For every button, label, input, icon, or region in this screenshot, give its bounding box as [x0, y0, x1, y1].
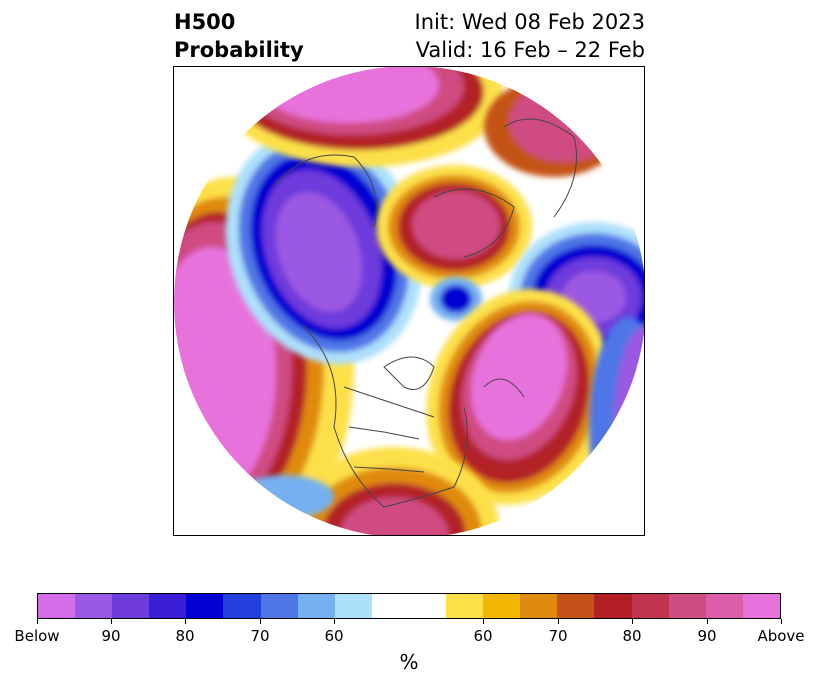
colorbar-tick [260, 619, 261, 624]
colorbar-tick-label: Above [757, 627, 805, 645]
anomaly-map [174, 67, 644, 535]
colorbar-swatch [594, 594, 632, 618]
colorbar-swatch [631, 594, 669, 618]
colorbar-swatch [186, 594, 224, 618]
colorbar [37, 593, 781, 619]
colorbar-swatch [75, 594, 113, 618]
colorbar-tick-label: 60 [324, 627, 344, 645]
colorbar-tick [334, 619, 335, 624]
colorbar-tick-label: Below [14, 627, 60, 645]
colorbar-tick [707, 619, 708, 624]
colorbar-tick [37, 619, 38, 624]
colorbar-swatch [446, 594, 484, 618]
colorbar-tick [185, 619, 186, 624]
init-date: Init: Wed 08 Feb 2023 [414, 10, 645, 34]
colorbar-tick [558, 619, 559, 624]
colorbar-tick [111, 619, 112, 624]
title-variable: H500 [174, 10, 236, 34]
coastlines [273, 118, 577, 508]
colorbar-swatch [112, 594, 150, 618]
colorbar-unit: % [399, 650, 419, 674]
colorbar-swatch [520, 594, 558, 618]
colorbar-tick-label: 90 [697, 627, 717, 645]
map-panel [173, 66, 645, 536]
colorbar-swatch [557, 594, 595, 618]
colorbar-tick [483, 619, 484, 624]
probability-field [174, 67, 644, 535]
colorbar-swatch [38, 594, 76, 618]
colorbar-swatch [371, 594, 409, 618]
colorbar-swatch [334, 594, 372, 618]
colorbar-swatch [742, 594, 780, 618]
valid-range: Valid: 16 Feb – 22 Feb [415, 38, 645, 62]
colorbar-tick-label: 60 [473, 627, 493, 645]
colorbar-swatch [149, 594, 187, 618]
colorbar-tick-label: 80 [622, 627, 642, 645]
colorbar-swatch [297, 594, 335, 618]
colorbar-swatch [260, 594, 298, 618]
colorbar-swatch [408, 594, 447, 618]
colorbar-tick-label: 70 [250, 627, 270, 645]
colorbar-tick-label: 80 [175, 627, 195, 645]
title-right: Init: Wed 08 Feb 2023 Valid: 16 Feb – 22… [415, 8, 645, 64]
colorbar-tick [781, 619, 782, 624]
colorbar-tick [632, 619, 633, 624]
title-product: Probability [174, 38, 304, 62]
colorbar-tick-label: 90 [101, 627, 121, 645]
title-left: H500 Probability [174, 8, 304, 64]
colorbar-swatch [223, 594, 261, 618]
colorbar-swatch [668, 594, 706, 618]
colorbar-swatch [483, 594, 521, 618]
colorbar-swatch [705, 594, 743, 618]
colorbar-tick-label: 70 [548, 627, 568, 645]
